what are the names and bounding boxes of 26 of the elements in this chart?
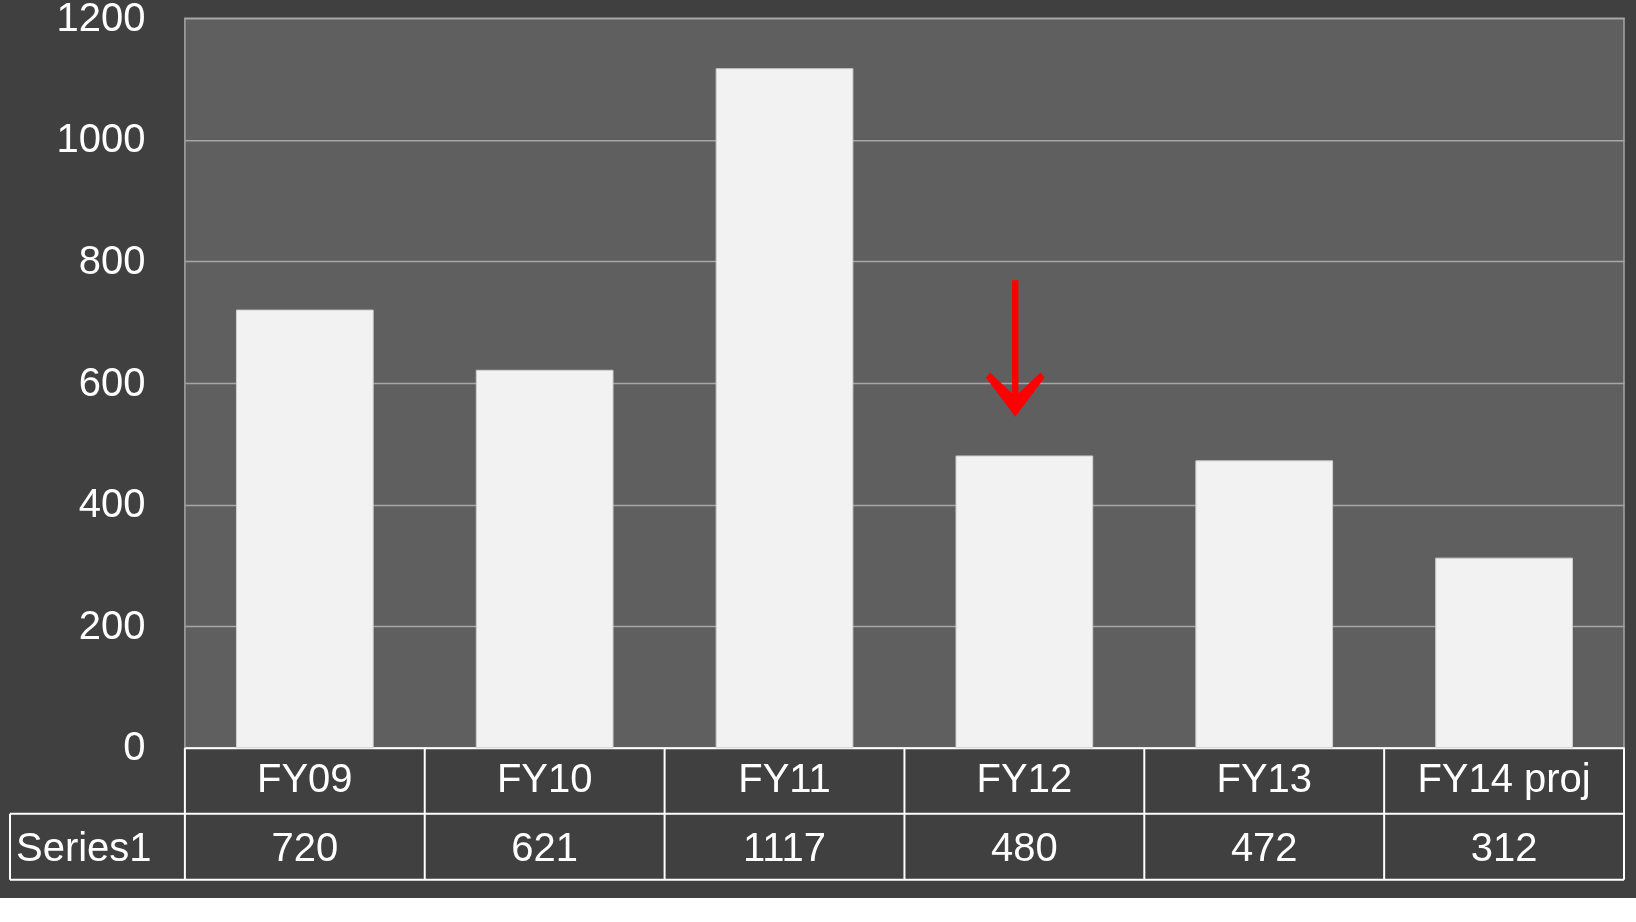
data-label: 480	[991, 824, 1058, 869]
y-tick-label: 1200	[56, 0, 146, 39]
y-tick-label: 600	[78, 359, 146, 404]
y-tick-label: 1000	[56, 116, 146, 161]
x-tick-label: FY12	[976, 756, 1073, 801]
bar	[235, 309, 374, 749]
y-tick-label: 0	[123, 724, 146, 769]
y-tick-label: 200	[78, 602, 146, 647]
bar	[475, 369, 614, 749]
y-tick-label: 400	[78, 481, 146, 526]
bar	[955, 455, 1094, 749]
data-label: 621	[511, 824, 579, 869]
data-label: 472	[1230, 824, 1298, 869]
bar	[1195, 460, 1334, 749]
x-tick-label: FY11	[738, 756, 831, 801]
bar	[715, 68, 854, 749]
bar	[1435, 557, 1573, 749]
data-label: 720	[271, 824, 339, 869]
x-tick-label: FY14 proj	[1417, 756, 1591, 801]
data-label: 1117	[743, 824, 827, 869]
data-label: 312	[1470, 824, 1538, 869]
x-tick-label: FY13	[1216, 756, 1312, 801]
y-tick-label: 800	[78, 237, 146, 282]
x-tick-label: FY09	[257, 756, 353, 801]
legend-label: Series1	[15, 824, 152, 869]
x-tick-label: FY10	[496, 756, 593, 801]
